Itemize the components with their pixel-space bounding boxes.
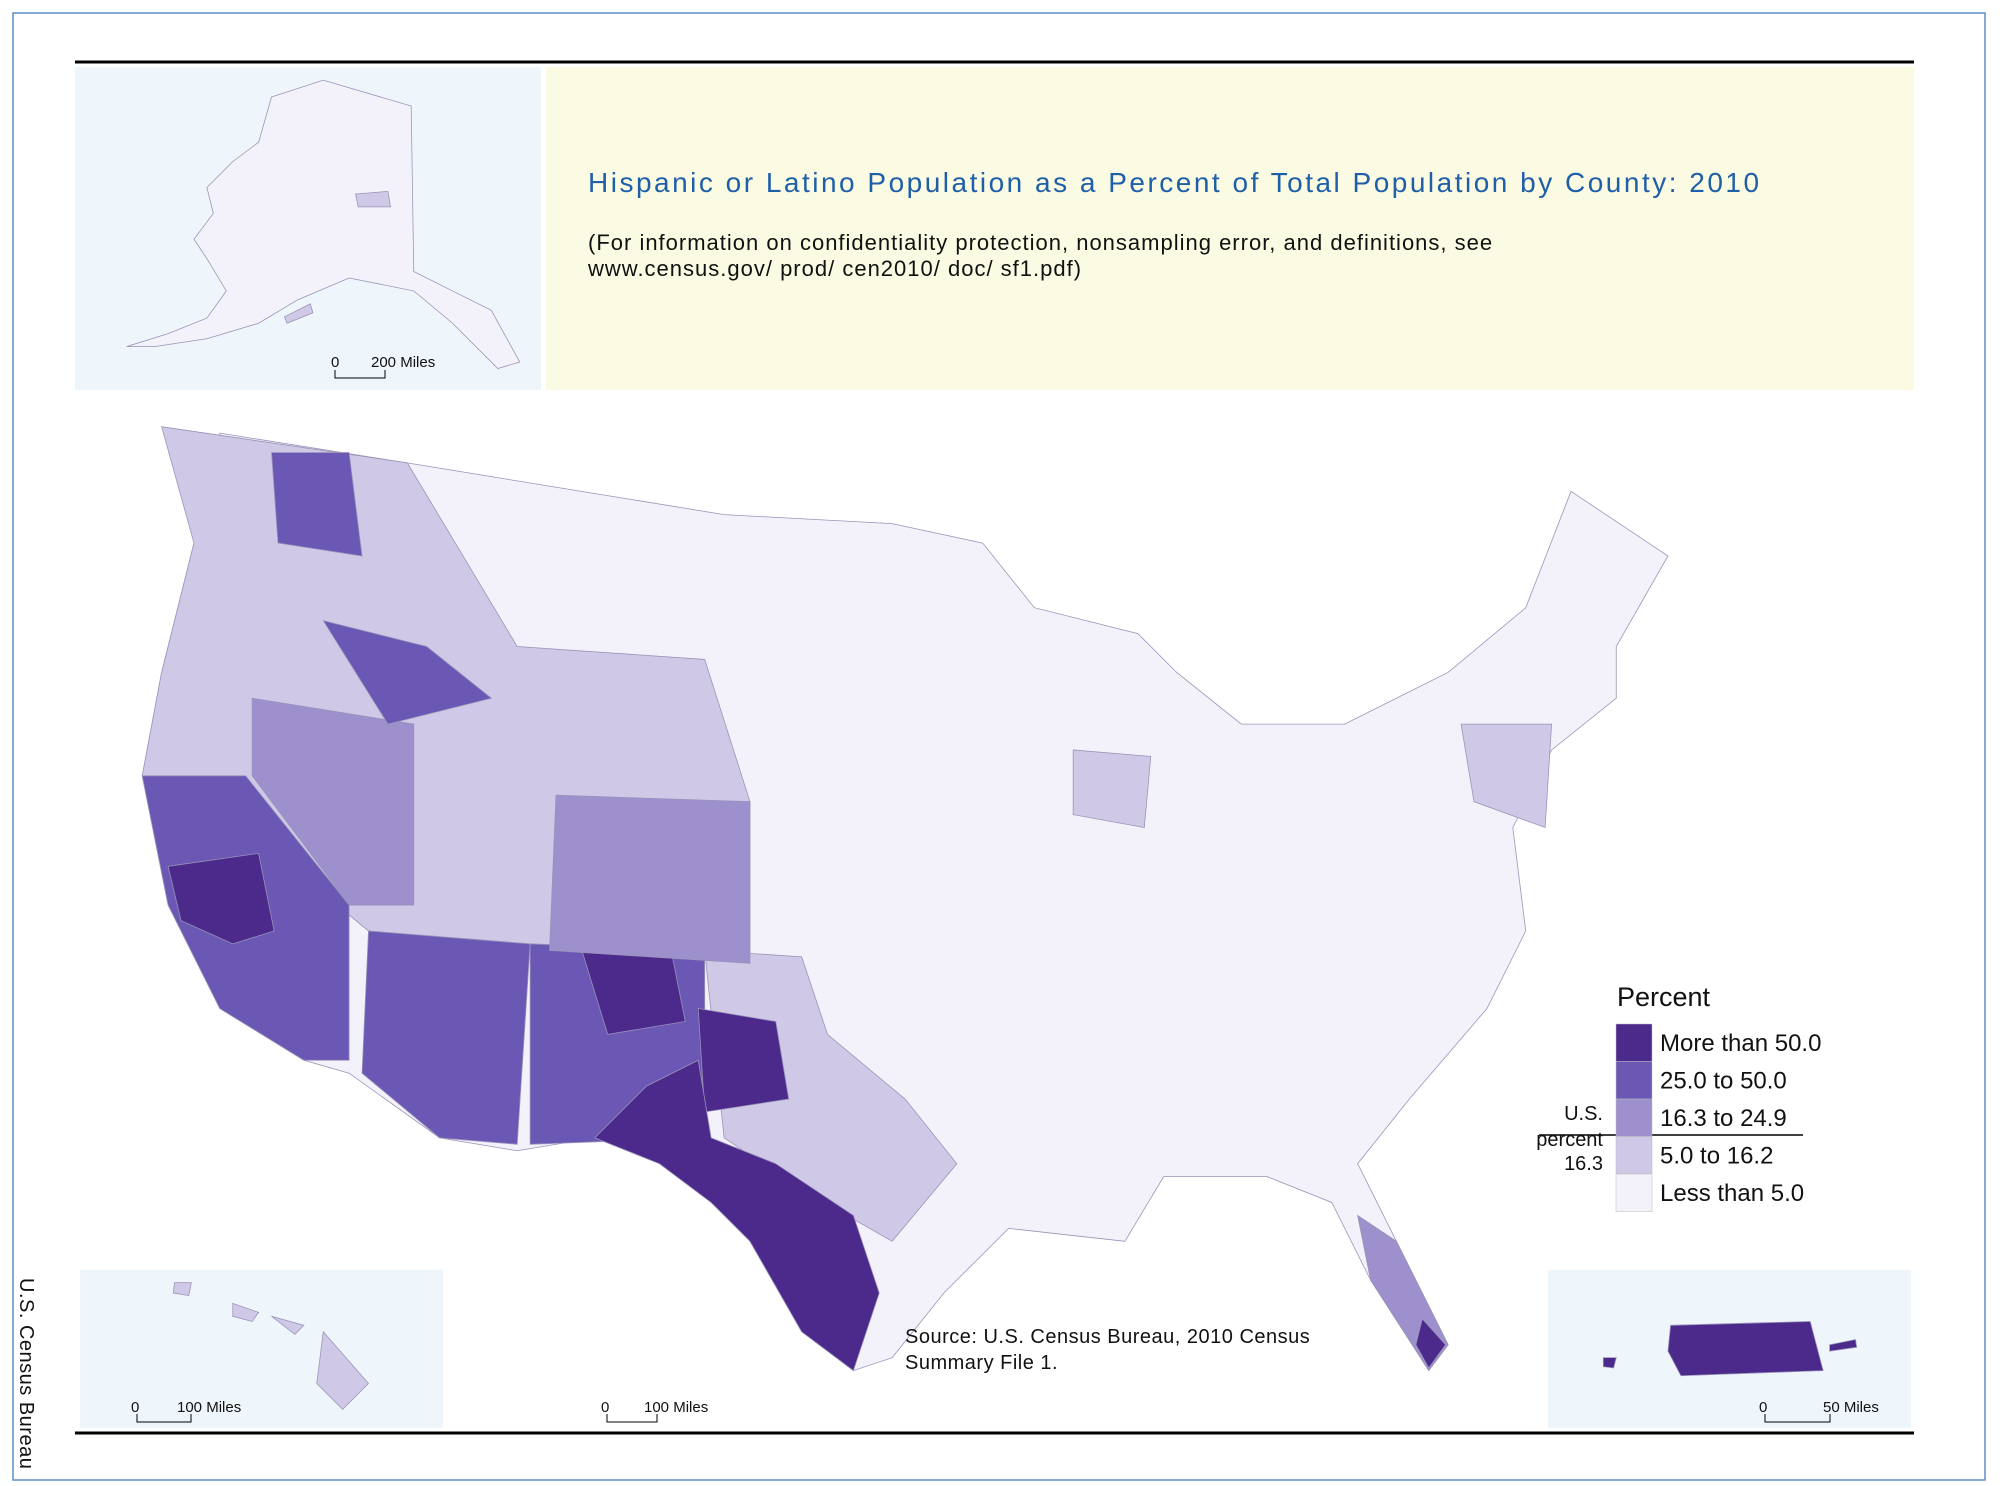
alaska-region	[355, 190, 391, 208]
legend-swatch	[1615, 1173, 1653, 1212]
colorado	[549, 794, 751, 964]
subtitle: (For information on confidentiality prot…	[588, 230, 1493, 255]
source: Summary File 1.	[905, 1352, 1058, 1374]
scale-bar: 0 100 Miles	[601, 1399, 708, 1423]
legend: Percent U.S. percent 16.3 More than 50.0…	[1536, 982, 1821, 1212]
agency-label: U.S. Census Bureau	[15, 1278, 37, 1469]
arizona	[361, 930, 531, 1145]
legend-swatch	[1615, 1136, 1653, 1175]
texas-west	[697, 1008, 790, 1113]
scale-bar-line	[334, 370, 386, 379]
source: Source: U.S. Census Bureau, 2010 Census	[905, 1326, 1310, 1348]
page-frame	[12, 12, 1986, 1481]
alaska	[126, 79, 521, 369]
washington-central	[271, 452, 363, 557]
scale-label: 100 Miles	[644, 1399, 708, 1416]
legend-swatch	[1615, 1061, 1653, 1100]
legend-label: 25.0 to 50.0	[1660, 1068, 1787, 1095]
scale-label: 50 Miles	[1823, 1399, 1879, 1416]
legend-swatch	[1615, 1098, 1653, 1137]
legend-label: 16.3 to 24.9	[1660, 1105, 1787, 1132]
south-florida	[1415, 1318, 1447, 1369]
northeast-corridor	[1460, 723, 1553, 829]
scale-zero: 0	[131, 1399, 139, 1416]
illinois-north	[1072, 749, 1152, 828]
legend-label: 5.0 to 16.2	[1660, 1143, 1773, 1170]
subtitle: www.census.gov/ prod/ cen2010/ doc/ sf1.…	[587, 256, 1082, 281]
legend-swatch	[1615, 1023, 1653, 1062]
legend-label: Less than 5.0	[1660, 1180, 1804, 1207]
scale-zero: 0	[601, 1399, 609, 1416]
legend-label: More than 50.0	[1660, 1030, 1821, 1057]
hawaii-panel	[80, 1270, 443, 1428]
map-shapes	[126, 79, 1858, 1410]
scale-zero: 0	[1759, 1399, 1767, 1416]
scale-bar: 0 100 Miles	[131, 1399, 241, 1423]
scale-bar-line	[606, 1414, 658, 1423]
scale-bar-line	[136, 1414, 192, 1423]
title-panel	[546, 67, 1914, 390]
scale-bar: 0 50 Miles	[1759, 1399, 1879, 1423]
scale-label: 100 Miles	[177, 1399, 241, 1416]
idaho-south	[322, 620, 493, 725]
hawaii	[172, 1282, 370, 1410]
legend-title: Percent	[1617, 982, 1711, 1012]
puerto-rico	[1602, 1321, 1858, 1377]
us-percent-label: U.S.	[1564, 1103, 1603, 1125]
scale-bar-line	[1764, 1414, 1831, 1423]
south-texas	[594, 1059, 880, 1372]
map-title: Hispanic or Latino Population as a Perce…	[588, 167, 1762, 198]
scale-bar: 0 200 Miles	[331, 354, 435, 379]
scale-zero: 0	[331, 354, 339, 371]
scale-label: 200 Miles	[371, 354, 435, 371]
alaska-region	[283, 303, 314, 324]
us-percent-label: 16.3	[1564, 1153, 1603, 1175]
us-percent-label: percent	[1536, 1129, 1603, 1151]
southern-california	[167, 852, 275, 945]
